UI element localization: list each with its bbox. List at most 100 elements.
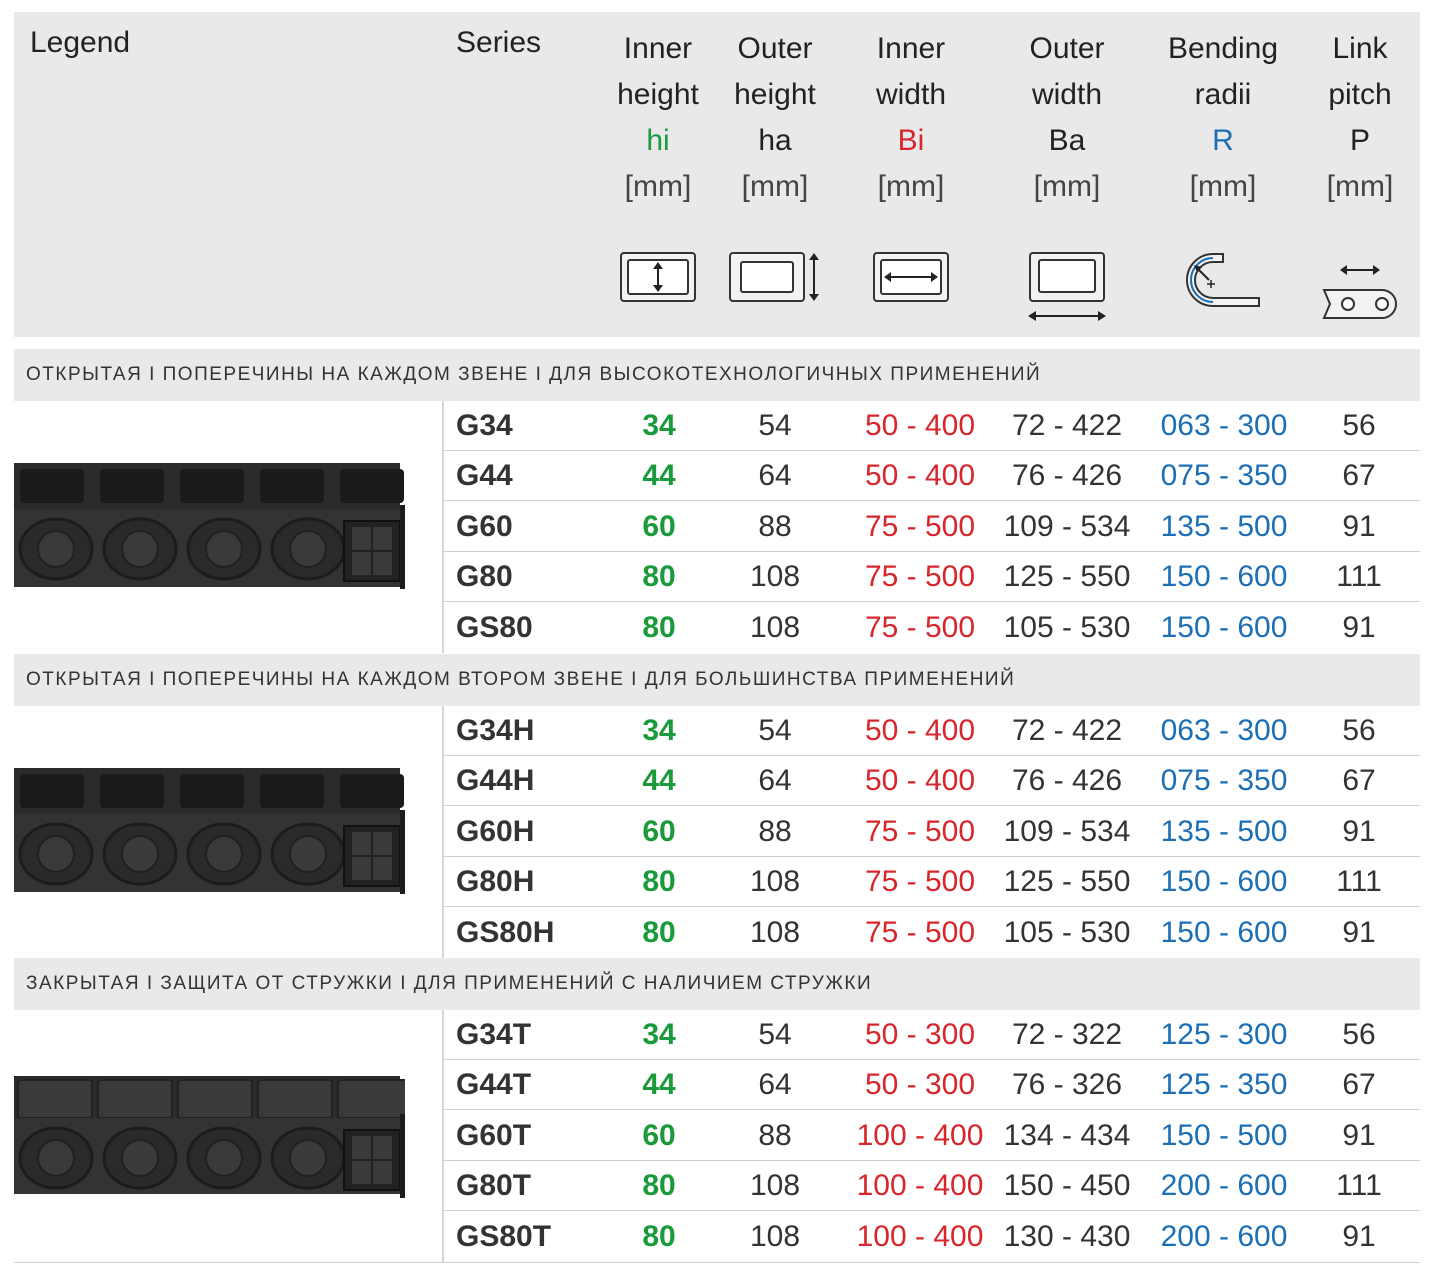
column-title-line1: Inner	[623, 32, 693, 65]
cell-ha: 54	[758, 714, 792, 747]
cell-bi: 100 - 400	[856, 1118, 984, 1152]
column-title-line1: Inner	[876, 32, 946, 65]
outer-width-icon	[1027, 252, 1107, 338]
column-unit: [mm]	[877, 170, 945, 203]
open-chain-every-link-image	[14, 461, 405, 591]
cell-series: G34	[456, 409, 513, 442]
cell-ba: 109 - 534	[1003, 814, 1131, 848]
cell-r: 075 - 350	[1160, 459, 1288, 493]
table-row: G60H 60 88 75 - 500 109 - 534 135 - 500 91	[444, 807, 1420, 857]
column-title-line2: height	[617, 78, 699, 111]
column-symbol: ha	[758, 124, 792, 157]
cell-series: G44T	[456, 1068, 532, 1102]
row-separator	[444, 855, 1420, 857]
table-row: G34 34 54 50 - 400 72 - 422 063 - 300 56	[444, 401, 1420, 451]
table-row: G80 80 108 75 - 500 125 - 550 150 - 600 111	[444, 552, 1420, 603]
column-title-line2: width	[1031, 78, 1103, 111]
section-title-bar: ОТКРЫТАЯ I ПОПЕРЕЧИНЫ НА КАЖДОМ ВТОРОМ З…	[14, 654, 1420, 706]
link-pitch-icon	[1320, 262, 1400, 336]
cell-p: 56	[1342, 1018, 1376, 1051]
cell-ha: 88	[758, 509, 792, 543]
cell-ba: 109 - 534	[1003, 509, 1131, 543]
open-chain-every-second-link-image	[14, 766, 405, 896]
row-separator	[444, 1210, 1420, 1212]
cell-bi: 100 - 400	[856, 1169, 984, 1203]
cell-r: 063 - 300	[1160, 714, 1288, 747]
cell-hi: 60	[642, 509, 676, 543]
cell-bi: 75 - 500	[864, 865, 976, 899]
column-title-line2: height	[734, 78, 816, 111]
table-row: G44T 44 64 50 - 300 76 - 326 125 - 350 67	[444, 1060, 1420, 1111]
cell-ha: 54	[758, 1018, 792, 1051]
cell-hi: 60	[642, 814, 676, 848]
row-separator	[444, 450, 1420, 451]
cell-series: G44H	[456, 764, 535, 798]
cell-ha: 108	[749, 1169, 801, 1203]
cell-r: 063 - 300	[1160, 409, 1288, 442]
row-separator	[444, 805, 1420, 807]
column-header-outer-width: Outer width Ba [mm]	[1017, 26, 1117, 321]
cell-ha: 108	[749, 865, 801, 899]
cell-hi: 44	[642, 1068, 676, 1102]
row-separator	[444, 755, 1420, 756]
cell-r: 200 - 600	[1160, 1219, 1288, 1253]
cell-ba: 150 - 450	[1003, 1169, 1131, 1203]
cell-hi: 80	[642, 865, 676, 899]
section-title-bar: ОТКРЫТАЯ I ПОПЕРЕЧИНЫ НА КАЖДОМ ЗВЕНЕ I …	[14, 349, 1420, 401]
table-row: G80H 80 108 75 - 500 125 - 550 150 - 600 111	[444, 857, 1420, 908]
cell-series: G34H	[456, 714, 535, 747]
column-symbol: R	[1212, 124, 1234, 157]
cell-r: 200 - 600	[1160, 1169, 1288, 1203]
cell-hi: 80	[642, 915, 676, 949]
cell-p: 91	[1342, 1219, 1376, 1253]
row-separator	[444, 1059, 1420, 1060]
column-divider	[442, 401, 444, 653]
cell-bi: 50 - 400	[864, 409, 976, 442]
table-row: G34T 34 54 50 - 300 72 - 322 125 - 300 56	[444, 1010, 1420, 1060]
cell-p: 91	[1342, 1118, 1376, 1152]
cell-ha: 108	[749, 610, 801, 644]
cell-p: 91	[1342, 915, 1376, 949]
cell-p: 56	[1342, 714, 1376, 747]
cell-hi: 80	[642, 1219, 676, 1253]
cell-ba: 105 - 530	[1003, 610, 1131, 644]
cell-hi: 80	[642, 1169, 676, 1203]
cell-p: 91	[1342, 610, 1376, 644]
table-row: G44H 44 64 50 - 400 76 - 426 075 - 350 67	[444, 756, 1420, 807]
cell-p: 56	[1342, 409, 1376, 442]
cell-hi: 44	[642, 764, 676, 798]
series-heading: Series	[456, 26, 542, 59]
cell-series: GS80H	[456, 915, 555, 949]
column-symbol: Ba	[1048, 124, 1086, 157]
legend-heading: Legend	[30, 26, 131, 59]
column-title-line1: Outer	[737, 32, 813, 65]
cell-ba: 72 - 422	[1011, 714, 1123, 747]
column-header-inner-height: Inner height hi [mm]	[608, 26, 708, 302]
cell-series: G60	[456, 509, 513, 543]
cell-series: G80T	[456, 1169, 532, 1203]
cell-bi: 50 - 400	[864, 714, 976, 747]
cell-p: 111	[1336, 1169, 1382, 1203]
cell-p: 111	[1336, 560, 1382, 594]
cell-p: 67	[1342, 1068, 1376, 1102]
cell-p: 111	[1336, 865, 1382, 899]
cell-ha: 88	[758, 1118, 792, 1152]
cell-ha: 64	[758, 764, 792, 798]
column-header-bending-radii: Bending radii R [mm]	[1163, 26, 1283, 307]
column-symbol: hi	[646, 124, 670, 157]
cell-ba: 125 - 550	[1003, 560, 1131, 594]
cell-hi: 60	[642, 1118, 676, 1152]
cell-series: G44	[456, 459, 513, 493]
cell-p: 91	[1342, 509, 1376, 543]
row-separator	[444, 1159, 1420, 1161]
cell-hi: 34	[642, 714, 676, 747]
cell-bi: 50 - 400	[864, 459, 976, 493]
cell-p: 91	[1342, 814, 1376, 848]
cell-ba: 134 - 434	[1003, 1118, 1131, 1152]
table-row: GS80H 80 108 75 - 500 105 - 530 150 - 600 91	[444, 908, 1420, 958]
section-title-bar: ЗАКРЫТАЯ I ЗАЩИТА ОТ СТРУЖКИ I ДЛЯ ПРИМЕ…	[14, 958, 1420, 1010]
column-unit: [mm]	[1326, 170, 1394, 203]
cell-hi: 80	[642, 610, 676, 644]
cell-ba: 76 - 426	[1011, 764, 1123, 798]
cell-ba: 76 - 426	[1011, 459, 1123, 493]
